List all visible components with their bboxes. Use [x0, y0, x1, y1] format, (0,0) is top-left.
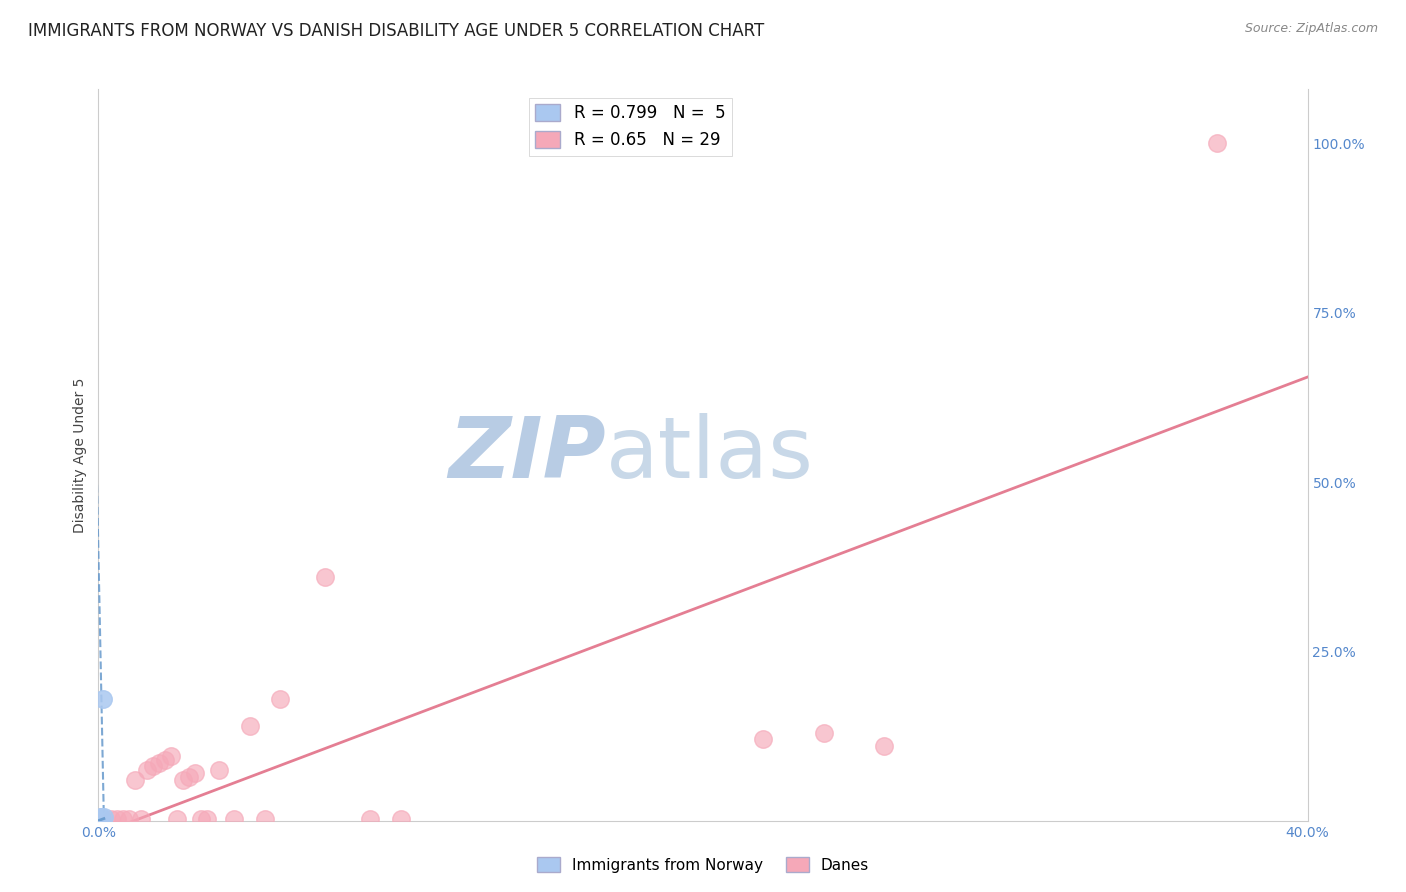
Point	[148, 756, 170, 770]
Point	[93, 810, 115, 824]
Point	[314, 570, 336, 584]
Point	[160, 749, 183, 764]
Point	[1206, 136, 1229, 151]
Text: Source: ZipAtlas.com: Source: ZipAtlas.com	[1244, 22, 1378, 36]
Y-axis label: Disability Age Under 5: Disability Age Under 5	[73, 377, 87, 533]
Point	[166, 812, 188, 826]
Point	[253, 812, 276, 826]
Point	[90, 812, 112, 826]
Point	[100, 812, 122, 826]
Point	[111, 812, 134, 826]
Point	[752, 732, 775, 747]
Point	[190, 812, 212, 826]
Text: ZIP: ZIP	[449, 413, 606, 497]
Point	[208, 763, 231, 777]
Point	[269, 691, 291, 706]
Point	[142, 759, 165, 773]
Point	[239, 719, 262, 733]
Point	[129, 812, 152, 826]
Point	[90, 810, 112, 824]
Point	[873, 739, 896, 753]
Legend: Immigrants from Norway, Danes: Immigrants from Norway, Danes	[530, 851, 876, 879]
Point	[90, 810, 112, 824]
Point	[195, 812, 218, 826]
Text: IMMIGRANTS FROM NORWAY VS DANISH DISABILITY AGE UNDER 5 CORRELATION CHART: IMMIGRANTS FROM NORWAY VS DANISH DISABIL…	[28, 22, 765, 40]
Point	[172, 772, 194, 787]
Point	[177, 770, 201, 784]
Point	[91, 691, 114, 706]
Text: atlas: atlas	[606, 413, 814, 497]
Point	[389, 812, 412, 826]
Point	[360, 812, 382, 826]
Point	[124, 772, 146, 787]
Point	[813, 725, 835, 739]
Point	[153, 753, 176, 767]
Point	[184, 766, 207, 780]
Point	[105, 812, 128, 826]
Point	[118, 812, 141, 826]
Point	[135, 763, 157, 777]
Point	[224, 812, 246, 826]
